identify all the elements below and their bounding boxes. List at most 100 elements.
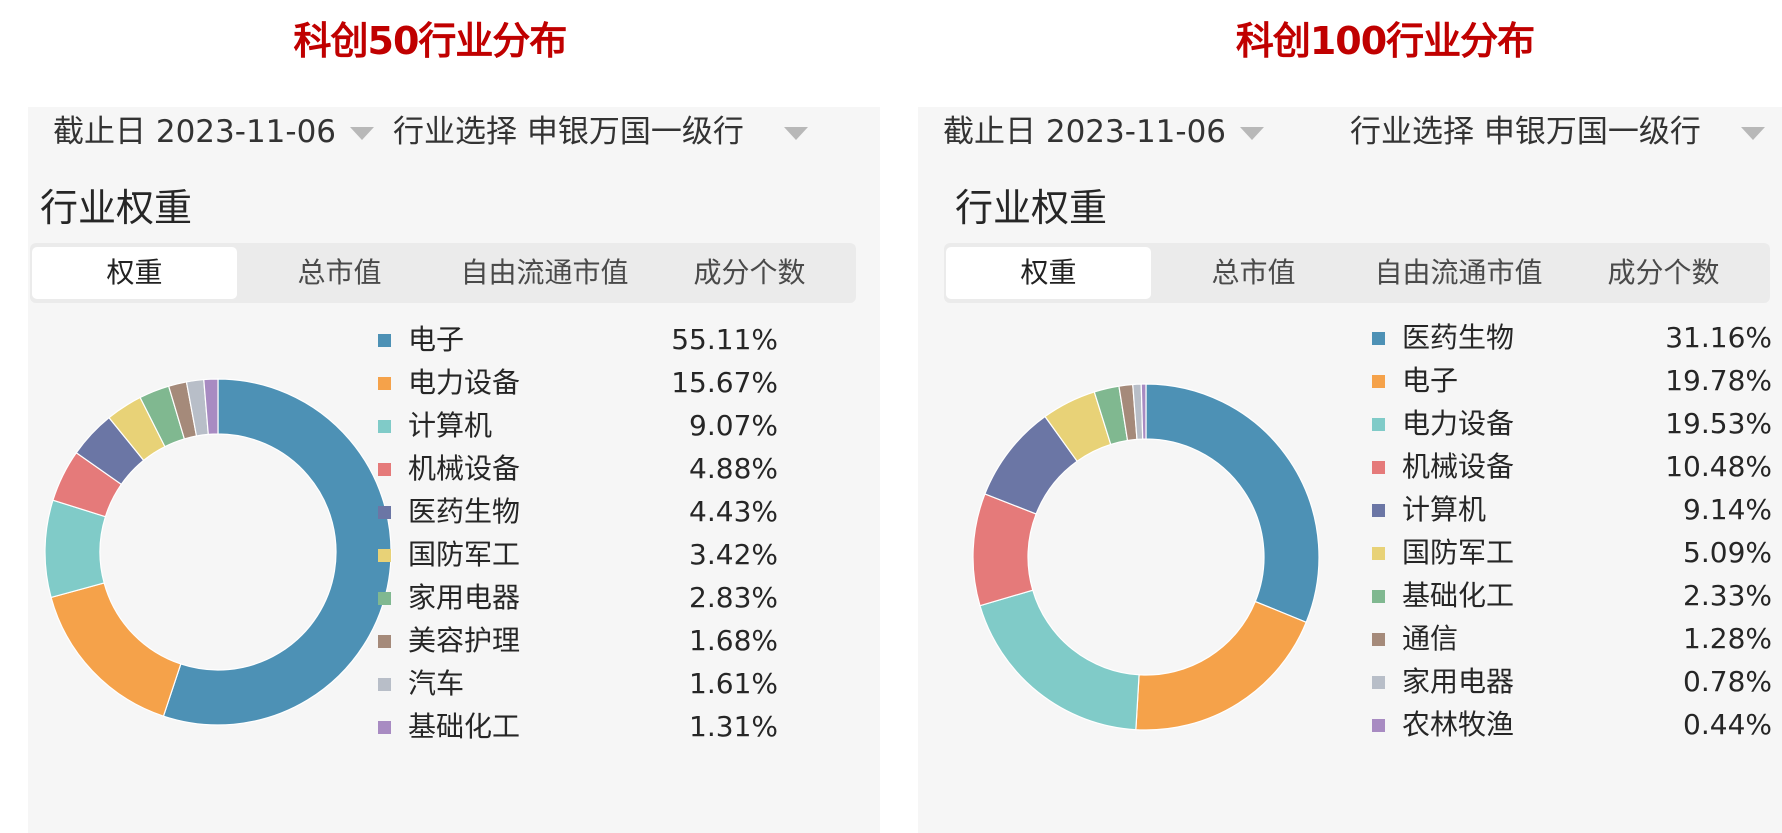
industry-value: 申银万国一级行 bbox=[1483, 114, 1701, 150]
legend-item[interactable]: 通信 1.28% bbox=[1372, 619, 1772, 659]
legend-value: 19.78% bbox=[1665, 364, 1772, 397]
legend-swatch bbox=[1372, 332, 1385, 345]
tab-weight[interactable]: 权重 bbox=[946, 247, 1151, 299]
legend-value: 19.53% bbox=[1665, 407, 1772, 440]
donut-slice-0[interactable] bbox=[162, 378, 392, 726]
section-title: 行业权重 bbox=[40, 186, 193, 230]
legend-swatch bbox=[378, 592, 391, 605]
legend-label: 基础化工 bbox=[1402, 579, 1515, 612]
date-selector[interactable]: 截止日 2023-11-06 bbox=[943, 107, 1265, 157]
legend-label: 电力设备 bbox=[1402, 407, 1515, 440]
legend-label: 农林牧渔 bbox=[1402, 708, 1515, 741]
legend-item[interactable]: 家用电器 2.83% bbox=[378, 578, 778, 618]
industry-label: 行业选择 bbox=[393, 114, 517, 150]
legend-value: 4.43% bbox=[689, 495, 778, 528]
legend-item[interactable]: 家用电器 0.78% bbox=[1372, 662, 1772, 702]
legend-label: 计算机 bbox=[408, 409, 493, 442]
tab-constituent-count[interactable]: 成分个数 bbox=[693, 256, 806, 289]
legend-value: 0.78% bbox=[1683, 665, 1772, 698]
panel-kc100: 截止日 2023-11-06 行业选择 申银万国一级行 行业权重 权重 总市值 … bbox=[918, 107, 1782, 833]
tab-total-market-cap[interactable]: 总市值 bbox=[297, 256, 382, 289]
legend-value: 1.61% bbox=[689, 667, 778, 700]
filter-row: 截止日 2023-11-06 行业选择 申银万国一级行 bbox=[918, 107, 1782, 157]
legend-swatch bbox=[1372, 719, 1385, 732]
legend-item[interactable]: 国防军工 3.42% bbox=[378, 535, 778, 575]
legend-swatch bbox=[378, 420, 391, 433]
legend-swatch bbox=[1372, 504, 1385, 517]
cutoff-label: 截止日 bbox=[943, 114, 1036, 150]
donut-slice-2[interactable] bbox=[44, 499, 107, 599]
legend-label: 国防军工 bbox=[1402, 536, 1515, 569]
legend-label: 计算机 bbox=[1402, 493, 1487, 526]
cutoff-date: 2023-11-06 bbox=[155, 114, 337, 150]
section-title: 行业权重 bbox=[955, 186, 1108, 230]
legend-item[interactable]: 汽车 1.61% bbox=[378, 664, 778, 704]
tab-bar: 权重 总市值 自由流通市值 成分个数 bbox=[944, 243, 1770, 303]
legend-label: 医药生物 bbox=[408, 495, 521, 528]
cutoff-label: 截止日 bbox=[53, 114, 146, 150]
legend-swatch bbox=[378, 506, 391, 519]
legend-label: 机械设备 bbox=[408, 452, 521, 485]
legend-label: 通信 bbox=[1402, 622, 1459, 655]
legend-item[interactable]: 机械设备 10.48% bbox=[1372, 447, 1772, 487]
chevron-down-icon bbox=[350, 127, 375, 140]
legend-value: 3.42% bbox=[689, 538, 778, 571]
legend-swatch bbox=[1372, 418, 1385, 431]
legend-value: 0.44% bbox=[1683, 708, 1772, 741]
legend-item[interactable]: 计算机 9.07% bbox=[378, 406, 778, 446]
donut-chart bbox=[972, 383, 1320, 731]
legend-label: 家用电器 bbox=[1402, 665, 1515, 698]
tab-weight[interactable]: 权重 bbox=[32, 247, 237, 299]
donut-slice-9[interactable] bbox=[1140, 383, 1147, 440]
industry-selector[interactable]: 行业选择 申银万国一级行 bbox=[393, 107, 808, 157]
legend-item[interactable]: 基础化工 1.31% bbox=[378, 707, 778, 747]
legend-item[interactable]: 机械设备 4.88% bbox=[378, 449, 778, 489]
legend-swatch bbox=[378, 377, 391, 390]
chart-title-kc50: 科创50行业分布 bbox=[293, 19, 568, 63]
donut-slice-9[interactable] bbox=[203, 378, 219, 436]
legend-item[interactable]: 医药生物 31.16% bbox=[1372, 318, 1772, 358]
legend-swatch bbox=[378, 721, 391, 734]
chevron-down-icon bbox=[1740, 127, 1765, 140]
legend-value: 10.48% bbox=[1665, 450, 1772, 483]
legend-label: 机械设备 bbox=[1402, 450, 1515, 483]
donut-slice-1[interactable] bbox=[50, 582, 182, 717]
legend-value: 1.28% bbox=[1683, 622, 1772, 655]
legend-value: 2.33% bbox=[1683, 579, 1772, 612]
legend-item[interactable]: 国防军工 5.09% bbox=[1372, 533, 1772, 573]
legend-swatch bbox=[1372, 547, 1385, 560]
legend-item[interactable]: 医药生物 4.43% bbox=[378, 492, 778, 532]
legend-label: 电子 bbox=[408, 323, 465, 356]
legend-value: 31.16% bbox=[1665, 321, 1772, 354]
donut-slice-0[interactable] bbox=[1145, 383, 1320, 624]
legend-value: 4.88% bbox=[689, 452, 778, 485]
legend-value: 9.07% bbox=[689, 409, 778, 442]
donut-slice-1[interactable] bbox=[1135, 600, 1307, 731]
legend-label: 汽车 bbox=[408, 667, 465, 700]
tab-free-float-market-cap[interactable]: 自由流通市值 bbox=[460, 256, 629, 289]
legend-item[interactable]: 基础化工 2.33% bbox=[1372, 576, 1772, 616]
legend-item[interactable]: 电力设备 15.67% bbox=[378, 363, 778, 403]
legend-item[interactable]: 美容护理 1.68% bbox=[378, 621, 778, 661]
legend-value: 2.83% bbox=[689, 581, 778, 614]
donut-slice-2[interactable] bbox=[979, 589, 1140, 731]
tab-total-market-cap[interactable]: 总市值 bbox=[1211, 256, 1296, 289]
tab-free-float-market-cap[interactable]: 自由流通市值 bbox=[1374, 256, 1543, 289]
legend-label: 基础化工 bbox=[408, 710, 521, 743]
legend-item[interactable]: 电子 19.78% bbox=[1372, 361, 1772, 401]
legend-item[interactable]: 电力设备 19.53% bbox=[1372, 404, 1772, 444]
legend-value: 15.67% bbox=[671, 366, 778, 399]
tab-constituent-count[interactable]: 成分个数 bbox=[1607, 256, 1720, 289]
legend-item[interactable]: 农林牧渔 0.44% bbox=[1372, 705, 1772, 745]
legend-swatch bbox=[1372, 633, 1385, 646]
industry-selector[interactable]: 行业选择 申银万国一级行 bbox=[1350, 107, 1765, 157]
legend-swatch bbox=[378, 678, 391, 691]
legend-value: 5.09% bbox=[1683, 536, 1772, 569]
legend-swatch bbox=[378, 549, 391, 562]
legend-swatch bbox=[1372, 461, 1385, 474]
legend-label: 家用电器 bbox=[408, 581, 521, 614]
legend-item[interactable]: 计算机 9.14% bbox=[1372, 490, 1772, 530]
legend-swatch bbox=[1372, 375, 1385, 388]
legend-item[interactable]: 电子 55.11% bbox=[378, 320, 778, 360]
date-selector[interactable]: 截止日 2023-11-06 bbox=[53, 107, 375, 157]
